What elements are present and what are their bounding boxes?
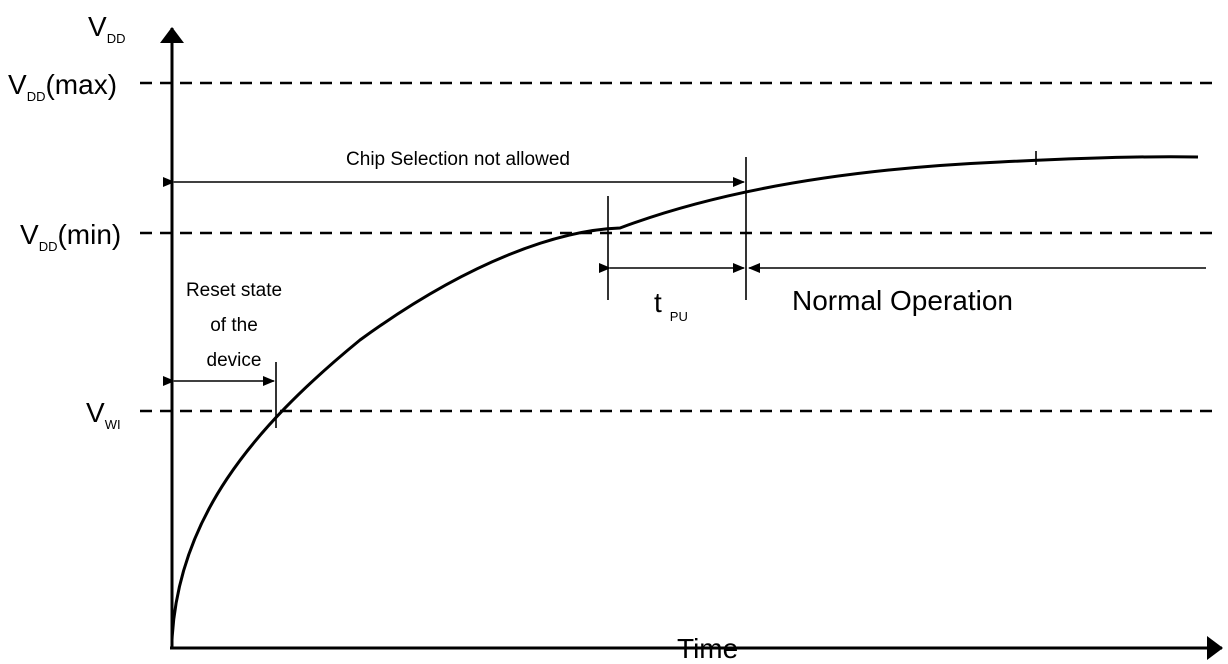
vwi-label: VWI (86, 397, 121, 432)
vdd-min-label: VDD(min) (20, 219, 121, 254)
reset-state-label-line2: of the (210, 315, 258, 336)
chip-selection-label: Chip Selection not allowed (346, 149, 570, 170)
vdd-curve (170, 155, 1199, 641)
vdd-max-label: VDD(max) (8, 69, 117, 104)
reset-state-label-line1: Reset state (186, 280, 282, 301)
x-axis-label: Time (677, 633, 738, 664)
normal-operation-label: Normal Operation (792, 285, 1013, 316)
tpu-label: t PU (654, 287, 688, 324)
y-axis-label: VDD (88, 11, 125, 46)
reset-state-label-line3: device (207, 350, 262, 371)
